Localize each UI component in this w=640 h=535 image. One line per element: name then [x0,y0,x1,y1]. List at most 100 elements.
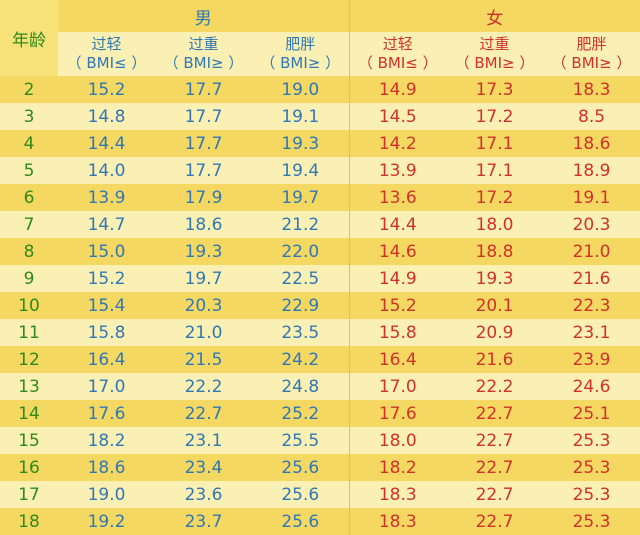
female-overweight-cell: 22.7 [475,457,514,478]
male-overweight-cell: 23.6 [184,484,223,505]
age-cell: 5 [23,160,35,181]
header-subtitle: （ BMI≤ ） [66,54,147,72]
male-underweight-cell: 19.2 [87,511,126,532]
female-overweight-cell: 17.1 [475,160,514,181]
female-obese-cell: 24.6 [572,376,611,397]
male-obese-cell: 25.6 [281,511,320,532]
table-row: 15 18.2 23.1 25.5 18.0 22.7 25.3 [0,427,640,454]
female-underweight-cell: 17.6 [348,400,447,427]
male-obese-cell: 19.3 [281,133,320,154]
male-obese-cell: 19.4 [281,160,320,181]
male-obese-cell: 24.8 [281,376,320,397]
female-header: 女 [348,0,640,32]
male-underweight-cell: 19.0 [87,484,126,505]
female-underweight-cell: 14.2 [348,130,447,157]
age-cell: 4 [23,133,35,154]
female-obese-cell: 21.6 [572,268,611,289]
male-underweight-cell: 18.6 [87,457,126,478]
column-header-row: 过轻（ BMI≤ ） 过重（ BMI≥ ） 肥胖（ BMI≥ ） 过轻（ BMI… [0,32,640,76]
table-row: 3 14.8 17.7 19.1 14.5 17.2 8.5 [0,103,640,130]
table-row: 13 17.0 22.2 24.8 17.0 22.2 24.6 [0,373,640,400]
header-subtitle: （ BMI≥ ） [163,54,244,72]
female-obese-cell: 25.1 [572,403,611,424]
header-subtitle: （ BMI≥ ） [454,54,535,72]
male-overweight-cell: 17.7 [184,79,223,100]
male-obese-cell: 22.9 [281,295,320,316]
age-cell: 14 [18,403,40,424]
female-underweight-cell: 18.3 [348,508,447,535]
female-overweight-cell: 18.8 [475,241,514,262]
male-underweight-cell: 15.2 [87,268,126,289]
male-underweight-cell: 13.9 [87,187,126,208]
table-row: 17 19.0 23.6 25.6 18.3 22.7 25.3 [0,481,640,508]
table-row: 8 15.0 19.3 22.0 14.6 18.8 21.0 [0,238,640,265]
male-underweight-cell: 15.4 [87,295,126,316]
female-overweight-cell: 22.2 [475,376,514,397]
male-obese-cell: 19.1 [281,106,320,127]
male-underweight-cell: 14.4 [87,133,126,154]
female-obese-cell: 18.6 [572,133,611,154]
female-obese-cell: 18.9 [572,160,611,181]
male-overweight-cell: 17.7 [184,133,223,154]
female-obese-cell: 21.0 [572,241,611,262]
male-overweight-cell: 19.3 [184,241,223,262]
male-underweight-cell: 15.2 [87,79,126,100]
male-overweight-cell: 23.1 [184,430,223,451]
age-cell: 7 [23,214,35,235]
male-obese-cell: 19.0 [281,79,320,100]
male-obese-cell: 25.6 [281,457,320,478]
female-overweight-cell: 20.1 [475,295,514,316]
age-cell: 11 [18,322,40,343]
male-obese-cell: 22.0 [281,241,320,262]
table-row: 10 15.4 20.3 22.9 15.2 20.1 22.3 [0,292,640,319]
female-underweight-cell: 18.2 [348,454,447,481]
header-title: 肥胖 [285,35,316,53]
age-cell: 16 [18,457,40,478]
female-obese-cell: 22.3 [572,295,611,316]
table-row: 2 15.2 17.7 19.0 14.9 17.3 18.3 [0,76,640,103]
male-overweight-cell: 17.9 [184,187,223,208]
age-cell: 18 [18,511,40,532]
female-underweight-cell: 18.0 [348,427,447,454]
male-overweight-cell: 20.3 [184,295,223,316]
age-cell: 9 [23,268,35,289]
male-obese-header: 肥胖（ BMI≥ ） [252,32,349,76]
male-overweight-header: 过重（ BMI≥ ） [155,32,252,76]
female-underweight-cell: 14.5 [348,103,447,130]
male-overweight-cell: 18.6 [184,214,223,235]
age-cell: 6 [23,187,35,208]
male-overweight-cell: 17.7 [184,160,223,181]
female-obese-cell: 19.1 [572,187,611,208]
female-obese-cell: 23.9 [572,349,611,370]
header-title: 过轻 [382,35,413,53]
female-obese-cell: 25.3 [572,484,611,505]
female-overweight-cell: 22.7 [475,430,514,451]
female-underweight-cell: 13.9 [348,157,447,184]
female-overweight-cell: 17.3 [475,79,514,100]
female-obese-cell: 8.5 [578,106,606,127]
male-overweight-cell: 22.7 [184,403,223,424]
gender-header-row: 年龄 男 女 [0,0,640,76]
table-row: 5 14.0 17.7 19.4 13.9 17.1 18.9 [0,157,640,184]
header-title: 过重 [479,35,510,53]
table-row: 4 14.4 17.7 19.3 14.2 17.1 18.6 [0,130,640,157]
female-overweight-cell: 22.7 [475,403,514,424]
male-underweight-cell: 15.8 [87,322,126,343]
female-underweight-cell: 14.6 [348,238,447,265]
male-obese-cell: 25.2 [281,403,320,424]
male-overweight-cell: 23.7 [184,511,223,532]
age-cell: 8 [23,241,35,262]
male-obese-cell: 25.6 [281,484,320,505]
table-row: 18 19.2 23.7 25.6 18.3 22.7 25.3 [0,508,640,535]
female-underweight-cell: 13.6 [348,184,447,211]
female-underweight-cell: 18.3 [348,481,447,508]
female-obese-header: 肥胖（ BMI≥ ） [543,32,640,76]
male-obese-cell: 24.2 [281,349,320,370]
table-row: 14 17.6 22.7 25.2 17.6 22.7 25.1 [0,400,640,427]
table-row: 16 18.6 23.4 25.6 18.2 22.7 25.3 [0,454,640,481]
male-obese-cell: 19.7 [281,187,320,208]
male-underweight-cell: 17.0 [87,376,126,397]
age-cell: 3 [23,106,35,127]
